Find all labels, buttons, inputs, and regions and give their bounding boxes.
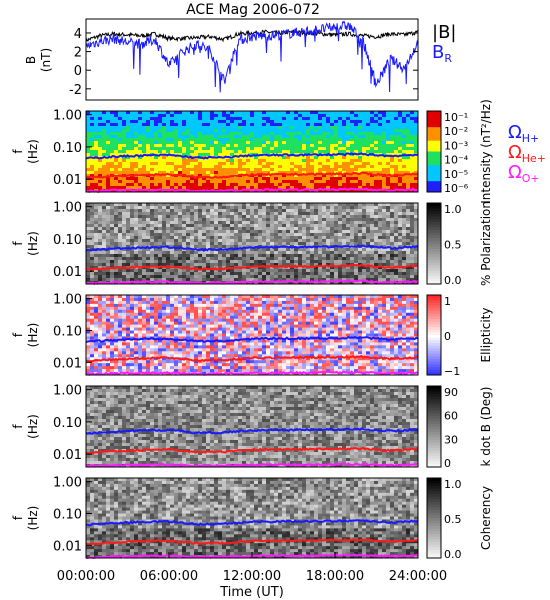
colorbar-tick-label: 90 <box>444 386 458 399</box>
colorbar <box>426 477 442 559</box>
colorbar-tick-label: 0.0 <box>444 274 462 287</box>
cyclotron-line-hplus <box>85 335 419 344</box>
cyclotron-line-heplus <box>85 171 419 180</box>
f-tick-label: 0.01 <box>53 265 82 280</box>
colorbar-label: Intensity (nT²/Hz) <box>479 99 493 204</box>
f-axis-label: f <box>11 332 25 337</box>
colorbar-tick-label: 10⁻² <box>444 125 468 138</box>
cyclotron-line-heplus <box>85 537 419 546</box>
b-panel-frame <box>85 18 419 101</box>
colorbar-tick-label: 10⁻³ <box>444 139 468 152</box>
spectrogram-panel-5 <box>86 478 419 559</box>
cyclotron-line-oplus <box>85 462 419 468</box>
colorbar-label: % Polarization <box>479 201 493 286</box>
spectrogram-panel-4 <box>86 386 419 468</box>
f-axis-label: f <box>11 424 25 429</box>
f-tick-label: 1.00 <box>53 201 82 216</box>
cyclotron-line-hplus <box>85 152 419 160</box>
f-axis-unit: (Hz) <box>26 231 40 256</box>
f-tick-label: 0.01 <box>53 356 82 371</box>
legend-b-radial: BR <box>432 42 452 65</box>
colorbar <box>426 385 442 468</box>
cyclotron-line-oplus <box>85 370 419 377</box>
spectrogram-panel-3 <box>86 295 419 376</box>
colorbar-tick-label: 1.0 <box>444 478 462 491</box>
f-axis-unit: (Hz) <box>26 506 40 531</box>
x-tick-label: 18:00:00 <box>306 569 364 584</box>
x-tick-label: 00:00:00 <box>57 569 115 584</box>
panel-frame <box>85 294 419 376</box>
colorbar-tick-label: 0.5 <box>444 239 462 252</box>
f-tick-label: 0.10 <box>53 324 82 339</box>
colorbar-tick-label: 0 <box>444 330 451 343</box>
panel-frame <box>85 385 419 468</box>
colorbar-tick-label: 1.0 <box>444 203 462 216</box>
f-tick-label: 0.01 <box>53 448 82 463</box>
spectrogram-panel-2 <box>86 203 419 285</box>
colorbar <box>426 294 442 376</box>
colorbar-tick-label: 1 <box>444 295 451 308</box>
colorbar-tick-label: 10⁻⁶ <box>444 182 469 195</box>
b-axis-label: B <box>24 56 38 64</box>
f-tick-label: 1.00 <box>53 476 82 491</box>
colorbar <box>426 202 442 285</box>
colorbar-label: k dot B (Deg) <box>479 387 493 467</box>
cyclotron-line-hplus <box>85 427 419 435</box>
colorbar-tick-label: 0 <box>444 457 451 470</box>
cyclotron-line-oplus <box>85 187 419 194</box>
y-tick-label: 2 <box>74 46 82 61</box>
colorbar-tick-label: 60 <box>444 410 458 423</box>
b-axis-unit: (nT) <box>39 48 53 72</box>
f-tick-label: 0.10 <box>53 233 82 248</box>
panel-frame <box>85 202 419 285</box>
x-tick-label: 12:00:00 <box>223 569 281 584</box>
f-axis-label: f <box>11 515 25 520</box>
spectrogram-panel-1 <box>86 111 419 193</box>
f-axis-unit: (Hz) <box>26 414 40 439</box>
colorbar-tick-label: 10⁻⁵ <box>444 168 468 181</box>
colorbar-tick-label: 10⁻⁴ <box>444 154 469 167</box>
f-tick-label: 0.10 <box>53 416 82 431</box>
x-axis-label: Time (UT) <box>219 585 284 600</box>
colorbar-tick-label: 0.0 <box>444 548 462 561</box>
chart-title: ACE Mag 2006-072 <box>186 2 320 18</box>
colorbar-tick-label: −1 <box>444 365 460 378</box>
f-axis-label: f <box>11 241 25 246</box>
cyclotron-line-heplus <box>85 354 419 363</box>
legend-b-magnitude: |B| <box>432 22 456 43</box>
x-tick-label: 24:00:00 <box>389 569 447 584</box>
y-tick-label: 0 <box>74 64 82 79</box>
f-axis-label: f <box>11 149 25 154</box>
cyclotron-line-heplus <box>86 263 419 271</box>
y-tick-label: -2 <box>69 83 82 98</box>
f-tick-label: 0.10 <box>53 141 82 156</box>
colorbar-tick-label: 30 <box>444 433 458 446</box>
x-tick-label: 06:00:00 <box>140 569 198 584</box>
series-line-b-magnitude <box>85 29 419 43</box>
colorbar-tick-label: 0.5 <box>444 513 462 526</box>
f-axis-unit: (Hz) <box>26 139 40 164</box>
series-line-b-radial <box>85 20 419 93</box>
colorbar-tick-label: 10⁻¹ <box>444 111 468 124</box>
f-tick-label: 1.00 <box>53 109 82 124</box>
cyclotron-line-hplus <box>85 244 419 252</box>
colorbar-label: Ellipticity <box>479 308 493 363</box>
f-tick-label: 0.01 <box>53 539 82 554</box>
cyclotron-line-hplus <box>85 519 419 527</box>
f-tick-label: 1.00 <box>53 384 82 399</box>
cyclotron-line-heplus <box>85 446 419 455</box>
f-tick-label: 0.10 <box>53 507 82 522</box>
y-tick-label: 4 <box>74 27 82 42</box>
legend-cyclotron-oplus: ΩO+ <box>508 162 540 185</box>
f-tick-label: 1.00 <box>53 293 82 308</box>
f-tick-label: 0.01 <box>53 173 82 188</box>
f-axis-unit: (Hz) <box>26 323 40 348</box>
panel-frame <box>85 110 419 193</box>
colorbar-label: Coherency <box>479 486 493 550</box>
cyclotron-line-oplus <box>85 279 419 286</box>
colorbar <box>426 110 442 193</box>
